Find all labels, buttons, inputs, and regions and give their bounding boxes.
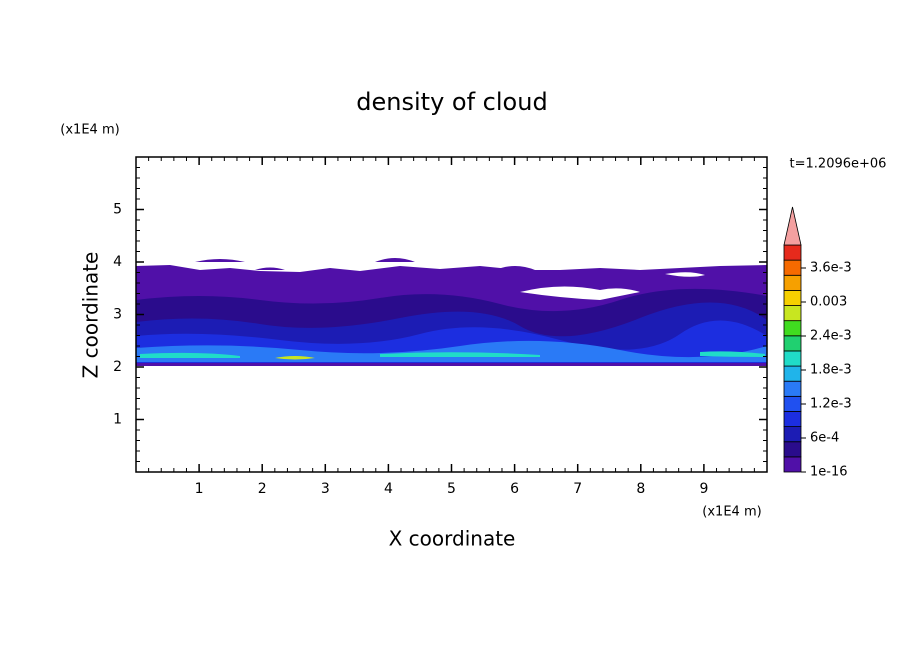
chart-title: density of cloud [356,88,547,116]
time-annotation: t=1.2096e+06 [790,157,887,172]
colorbar-box [783,274,802,291]
y-axis-label: Z coordinate [79,252,103,379]
y-tick-label: 2 [113,359,122,375]
colorbar-label: 1e-16 [810,465,848,480]
colorbar-box [783,259,802,276]
colorbar-box [783,426,802,443]
x-axis-label: X coordinate [389,527,516,551]
colorbar-label: 3.6e-3 [810,261,852,276]
colorbar-label: 1.8e-3 [810,363,852,378]
x-tick-label: 6 [510,481,519,497]
colorbar-box [783,320,802,337]
y-tick-label: 3 [113,307,122,323]
x-tick-label: 4 [384,481,393,497]
x-unit: (x1E4 m) [702,505,761,520]
colorbar-box [783,395,802,412]
y-unit: (x1E4 m) [60,123,119,138]
y-tick-label: 5 [113,202,122,218]
colorbar-box [783,244,802,261]
x-tick-label: 3 [321,481,330,497]
colorbar-label: 1.2e-3 [810,397,852,412]
x-tick-label: 7 [573,481,582,497]
contour-field [136,258,767,366]
colorbar-box [783,411,802,428]
x-tick-label: 2 [258,481,267,497]
y-tick-label: 4 [113,254,122,270]
colorbar-box [783,441,802,458]
colorbar-box [783,335,802,352]
colorbar-box [783,365,802,382]
x-tick-label: 9 [699,481,708,497]
colorbar-box [783,380,802,397]
colorbar-extend [783,206,802,246]
colorbar-box [783,350,802,367]
x-tick-label: 1 [195,481,204,497]
colorbar-label: 2.4e-3 [810,329,852,344]
colorbar-label: 0.003 [810,295,847,310]
x-tick-label: 8 [636,481,645,497]
colorbar-box [783,305,802,322]
colorbar-box [783,289,802,306]
y-tick-label: 1 [113,412,122,428]
colorbar-label: 6e-4 [810,431,839,446]
colorbar-box [783,456,802,473]
x-tick-label: 5 [447,481,456,497]
